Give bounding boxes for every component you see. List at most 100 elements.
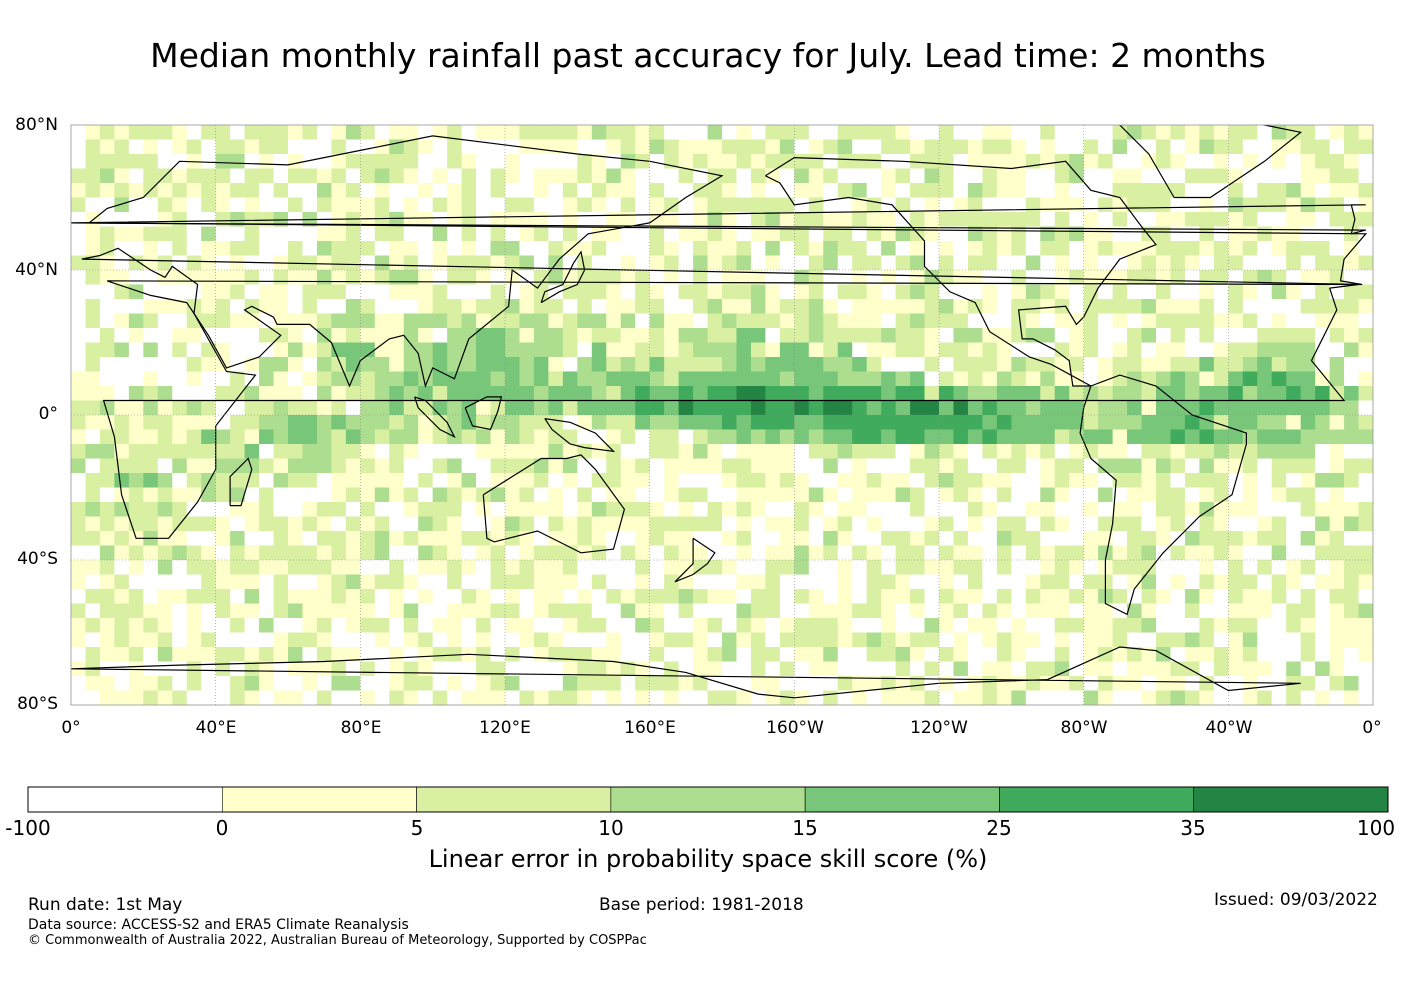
skill-cell (649, 400, 665, 416)
skill-cell (967, 473, 983, 489)
skill-cell (1257, 284, 1273, 300)
skill-cell (1300, 226, 1316, 242)
skill-cell (490, 676, 506, 692)
skill-cell (1156, 531, 1172, 547)
skill-cell (432, 618, 448, 634)
skill-cell (736, 197, 752, 213)
skill-cell (1098, 371, 1114, 387)
skill-cell (649, 473, 665, 489)
skill-cell (1315, 516, 1331, 532)
skill-cell (490, 516, 506, 532)
skill-cell (1112, 154, 1128, 170)
skill-cell (939, 531, 955, 547)
skill-cell (1141, 284, 1157, 300)
skill-cell (1300, 342, 1316, 358)
skill-cell (1011, 400, 1027, 416)
skill-cell (1011, 212, 1027, 228)
skill-cell (606, 400, 622, 416)
skill-cell (1199, 386, 1215, 402)
skill-cell (447, 197, 463, 213)
skill-cell (895, 531, 911, 547)
skill-cell (288, 241, 304, 257)
skill-cell (143, 444, 159, 460)
skill-cell (722, 342, 738, 358)
skill-cell (432, 386, 448, 402)
skill-cell (967, 313, 983, 329)
lon-label-120e: 120°E (479, 718, 531, 738)
skill-cell (1242, 371, 1258, 387)
skill-cell (982, 502, 998, 518)
skill-cell (620, 400, 636, 416)
skill-cell (1112, 183, 1128, 199)
skill-cell (273, 139, 289, 155)
skill-cell (432, 400, 448, 416)
skill-cell (678, 560, 694, 576)
skill-cell (866, 212, 882, 228)
skill-cell (1083, 603, 1099, 619)
skill-cell (808, 241, 824, 257)
skill-cell (71, 183, 87, 199)
skill-cell (591, 458, 607, 474)
skill-cell (1271, 574, 1287, 590)
skill-cell (432, 212, 448, 228)
skill-cell (403, 197, 419, 213)
skill-cell (1271, 531, 1287, 547)
coastline (229, 457, 253, 507)
skill-cell (1184, 676, 1200, 692)
skill-cell (1127, 632, 1143, 648)
skill-cell (1040, 212, 1056, 228)
skill-cell (519, 400, 535, 416)
skill-cell (1257, 371, 1273, 387)
skill-cell (476, 400, 492, 416)
skill-cell (606, 574, 622, 590)
skill-cell (635, 618, 651, 634)
skill-cell (939, 429, 955, 445)
skill-cell (186, 400, 202, 416)
skill-cell (519, 386, 535, 402)
skill-cell (664, 255, 680, 271)
skill-cell (1329, 603, 1345, 619)
skill-cell (982, 154, 998, 170)
skill-cell (505, 487, 521, 503)
skill-cell (693, 415, 709, 431)
skill-cell (837, 415, 853, 431)
skill-cell (794, 284, 810, 300)
skill-cell (953, 154, 969, 170)
skill-cell (99, 545, 115, 561)
skill-cell (678, 473, 694, 489)
skill-cell (635, 502, 651, 518)
skill-cell (996, 386, 1012, 402)
skill-cell (230, 299, 246, 315)
skill-cell (157, 299, 173, 315)
skill-cell (1199, 197, 1215, 213)
skill-cell (982, 168, 998, 184)
skill-cell (808, 516, 824, 532)
skill-cell (1156, 487, 1172, 503)
skill-cell (707, 357, 723, 373)
skill-cell (461, 357, 477, 373)
skill-cell (99, 357, 115, 373)
skill-cell (1344, 473, 1360, 489)
skill-cell (1242, 429, 1258, 445)
skill-cell (1184, 444, 1200, 460)
skill-cell (259, 487, 275, 503)
skill-cell (852, 690, 868, 705)
skill-cell (1329, 357, 1345, 373)
skill-cell (649, 212, 665, 228)
skill-cell (1344, 458, 1360, 474)
skill-cell (99, 197, 115, 213)
skill-cell (823, 197, 839, 213)
skill-cell (808, 255, 824, 271)
skill-cell (259, 212, 275, 228)
skill-cell (273, 154, 289, 170)
skill-cell (389, 647, 405, 663)
skill-cell (910, 458, 926, 474)
skill-cell (85, 618, 101, 634)
skill-cell (418, 212, 434, 228)
skill-cell (1025, 603, 1041, 619)
skill-cell (1300, 139, 1316, 155)
skill-cell (1228, 531, 1244, 547)
skill-cell (693, 313, 709, 329)
skill-cell (215, 284, 231, 300)
skill-cell (1054, 212, 1070, 228)
